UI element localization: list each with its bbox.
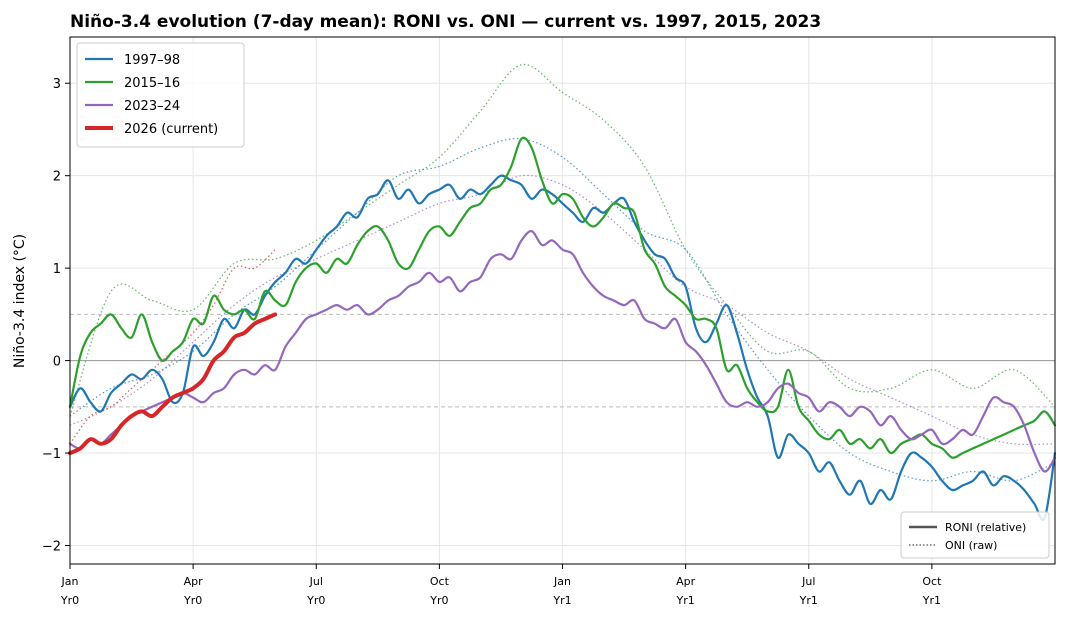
x-tick-label-month: Jan (553, 575, 571, 588)
y-tick-label: −2 (42, 540, 61, 555)
style-legend: RONI (relative) ONI (raw) (900, 511, 1050, 559)
roni-line-2015-16 (68, 136, 1057, 459)
oni-line-2023-24 (69, 174, 1056, 446)
x-tick-label-year: Yr1 (922, 594, 941, 607)
legend-label: 1997–98 (124, 53, 180, 68)
x-tick-label-year: Yr0 (429, 594, 448, 607)
style-legend-label: ONI (raw) (945, 539, 997, 552)
y-tick-label: −1 (42, 447, 61, 462)
roni-line-2023-24 (68, 230, 1057, 473)
x-axis-ticks: Jan Yr0 Apr Yr0 Jul Yr0 Oct Yr0 Jan Yr1 Apr Yr1 Jul Y… (60, 564, 942, 607)
x-tick-label-month: Jul (309, 575, 323, 588)
x-tick-label-year: Yr1 (799, 594, 818, 607)
y-tick-label: 0 (53, 355, 61, 370)
x-tick-label-month: Oct (430, 575, 450, 588)
x-tick-label-year: Yr0 (183, 594, 202, 607)
style-legend-box (900, 511, 1050, 559)
x-tick-label-year: Yr1 (552, 594, 571, 607)
x-tick-label-month: Apr (184, 575, 204, 588)
legend-box (76, 42, 245, 148)
legend-label: 2026 (current) (124, 122, 218, 137)
x-tick-label-month: Apr (676, 575, 696, 588)
chart-title: Niño-3.4 evolution (7-day mean): RONI vs… (70, 12, 821, 32)
series-legend: 1997–98 2015–16 2023–24 2026 (current) (76, 42, 245, 148)
y-axis-ticks: −2 −1 0 1 2 3 (42, 77, 70, 555)
x-tick-label-month: Oct (922, 575, 942, 588)
y-tick-label: 3 (53, 77, 61, 92)
x-tick-label-year: Yr1 (676, 594, 695, 607)
x-tick-label-year: Yr0 (306, 594, 325, 607)
x-tick-label-month: Jan (61, 575, 79, 588)
roni-series-group (68, 136, 1057, 521)
roni-line-1997-98 (68, 174, 1057, 521)
y-tick-label: 1 (53, 262, 61, 277)
legend-label: 2015–16 (124, 76, 180, 91)
y-axis-label: Niño-3.4 index (°C) (12, 234, 28, 368)
legend-label: 2023–24 (124, 99, 180, 114)
x-tick-label-month: Jul (801, 575, 815, 588)
x-tick-label-year: Yr0 (60, 594, 79, 607)
y-tick-label: 2 (53, 170, 61, 185)
roni-line-2026-current (68, 312, 278, 456)
oni-line-2026-current (69, 249, 276, 445)
style-legend-label: RONI (relative) (945, 521, 1026, 534)
